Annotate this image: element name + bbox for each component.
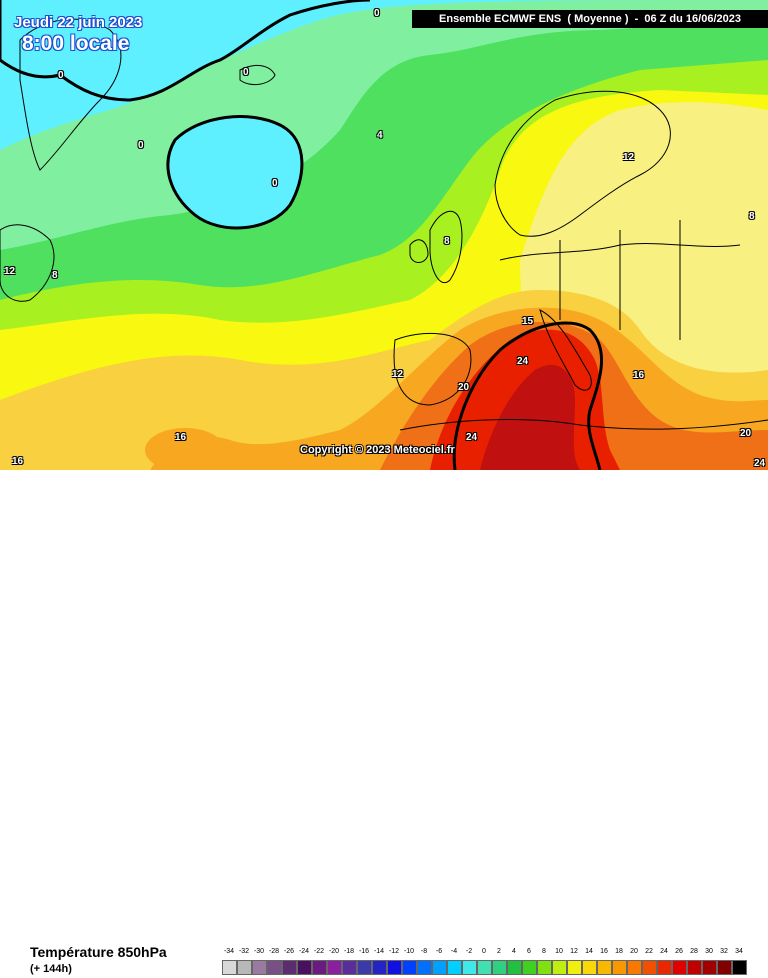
- isotherm-label: 24: [466, 432, 478, 443]
- forecast-time: 8:00 locale: [22, 32, 130, 55]
- legend-swatch: [522, 960, 537, 975]
- legend-swatch: [222, 960, 237, 975]
- legend-swatch: [282, 960, 297, 975]
- legend-swatch: [537, 960, 552, 975]
- legend-swatch: [687, 960, 702, 975]
- legend-swatch: [312, 960, 327, 975]
- legend-swatch: [387, 960, 402, 975]
- temperature-map: Jeudi 22 juin 2023 8:00 locale Ensemble …: [0, 0, 768, 470]
- variable-title: Température 850hPa: [30, 944, 167, 960]
- legend-swatch: [267, 960, 282, 975]
- legend-swatch: [462, 960, 477, 975]
- model-run-banner: Ensemble ECMWF ENS ( Moyenne ) - 06 Z du…: [412, 10, 768, 28]
- isotherm-label: 0: [58, 70, 64, 81]
- legend-tick-label: 34: [735, 948, 743, 955]
- isotherm-label: 0: [374, 8, 380, 19]
- isotherm-label: 15: [522, 316, 534, 327]
- band-orange-blob: [145, 428, 225, 470]
- legend-swatch: [342, 960, 357, 975]
- legend-swatch: [507, 960, 522, 975]
- legend-swatch: [327, 960, 342, 975]
- legend-swatch: [597, 960, 612, 975]
- isotherm-label: 16: [12, 456, 24, 467]
- legend-swatch: [432, 960, 447, 975]
- isotherm-label: 8: [749, 211, 755, 222]
- isotherm-twenty-four: [452, 321, 604, 470]
- legend-swatch: [357, 960, 372, 975]
- legend-swatch: [477, 960, 492, 975]
- legend-swatch: [672, 960, 687, 975]
- legend-swatch: [447, 960, 462, 975]
- legend-swatch: [612, 960, 627, 975]
- legend-swatch: [567, 960, 582, 975]
- legend-swatch: [627, 960, 642, 975]
- legend-swatch: [732, 960, 747, 975]
- isotherm-label: 12: [4, 266, 16, 277]
- forecast-date: Jeudi 22 juin 2023: [14, 14, 143, 31]
- legend-swatch: [702, 960, 717, 975]
- map-canvas: [0, 0, 768, 470]
- color-legend: -34 -32 -30 -28 -26 -24 -22 -20 -18 -16 -14 -12 -10-…: [222, 948, 752, 978]
- isotherm-label: 0: [138, 140, 144, 151]
- isotherm-zero-pool: [166, 115, 304, 230]
- legend-swatch: [417, 960, 432, 975]
- isotherm-label: 0: [243, 67, 249, 78]
- isotherm-label: 24: [754, 458, 766, 469]
- band-darkred: [480, 364, 580, 470]
- isotherm-label: 0: [272, 178, 278, 189]
- isotherm-label: 4: [377, 130, 383, 141]
- legend-swatch: [372, 960, 387, 975]
- legend-swatch: [657, 960, 672, 975]
- legend-swatch: [402, 960, 417, 975]
- lead-time: (+ 144h): [30, 963, 72, 975]
- legend-swatch: [492, 960, 507, 975]
- map-footer: Température 850hPa (+ 144h) -34 -32 -30 -28…: [0, 470, 768, 975]
- isotherm-label: 24: [517, 356, 529, 367]
- legend-swatch: [297, 960, 312, 975]
- legend-swatch: [237, 960, 252, 975]
- legend-swatch: [642, 960, 657, 975]
- isotherm-label: 8: [444, 236, 450, 247]
- isotherm-label: 16: [633, 370, 645, 381]
- copyright-text: Copyright © 2023 Meteociel.fr: [300, 444, 455, 456]
- isotherm-label: 20: [458, 382, 470, 393]
- legend-swatch: [582, 960, 597, 975]
- isotherm-label: 16: [175, 432, 187, 443]
- isotherm-label: 8: [52, 270, 58, 281]
- legend-swatch: [552, 960, 567, 975]
- isotherm-label: 12: [392, 369, 404, 380]
- isotherm-zero-north: [0, 0, 371, 102]
- legend-swatch: [252, 960, 267, 975]
- isotherm-label: 12: [623, 152, 635, 163]
- isotherm-label: 20: [740, 428, 752, 439]
- legend-swatch: [717, 960, 732, 975]
